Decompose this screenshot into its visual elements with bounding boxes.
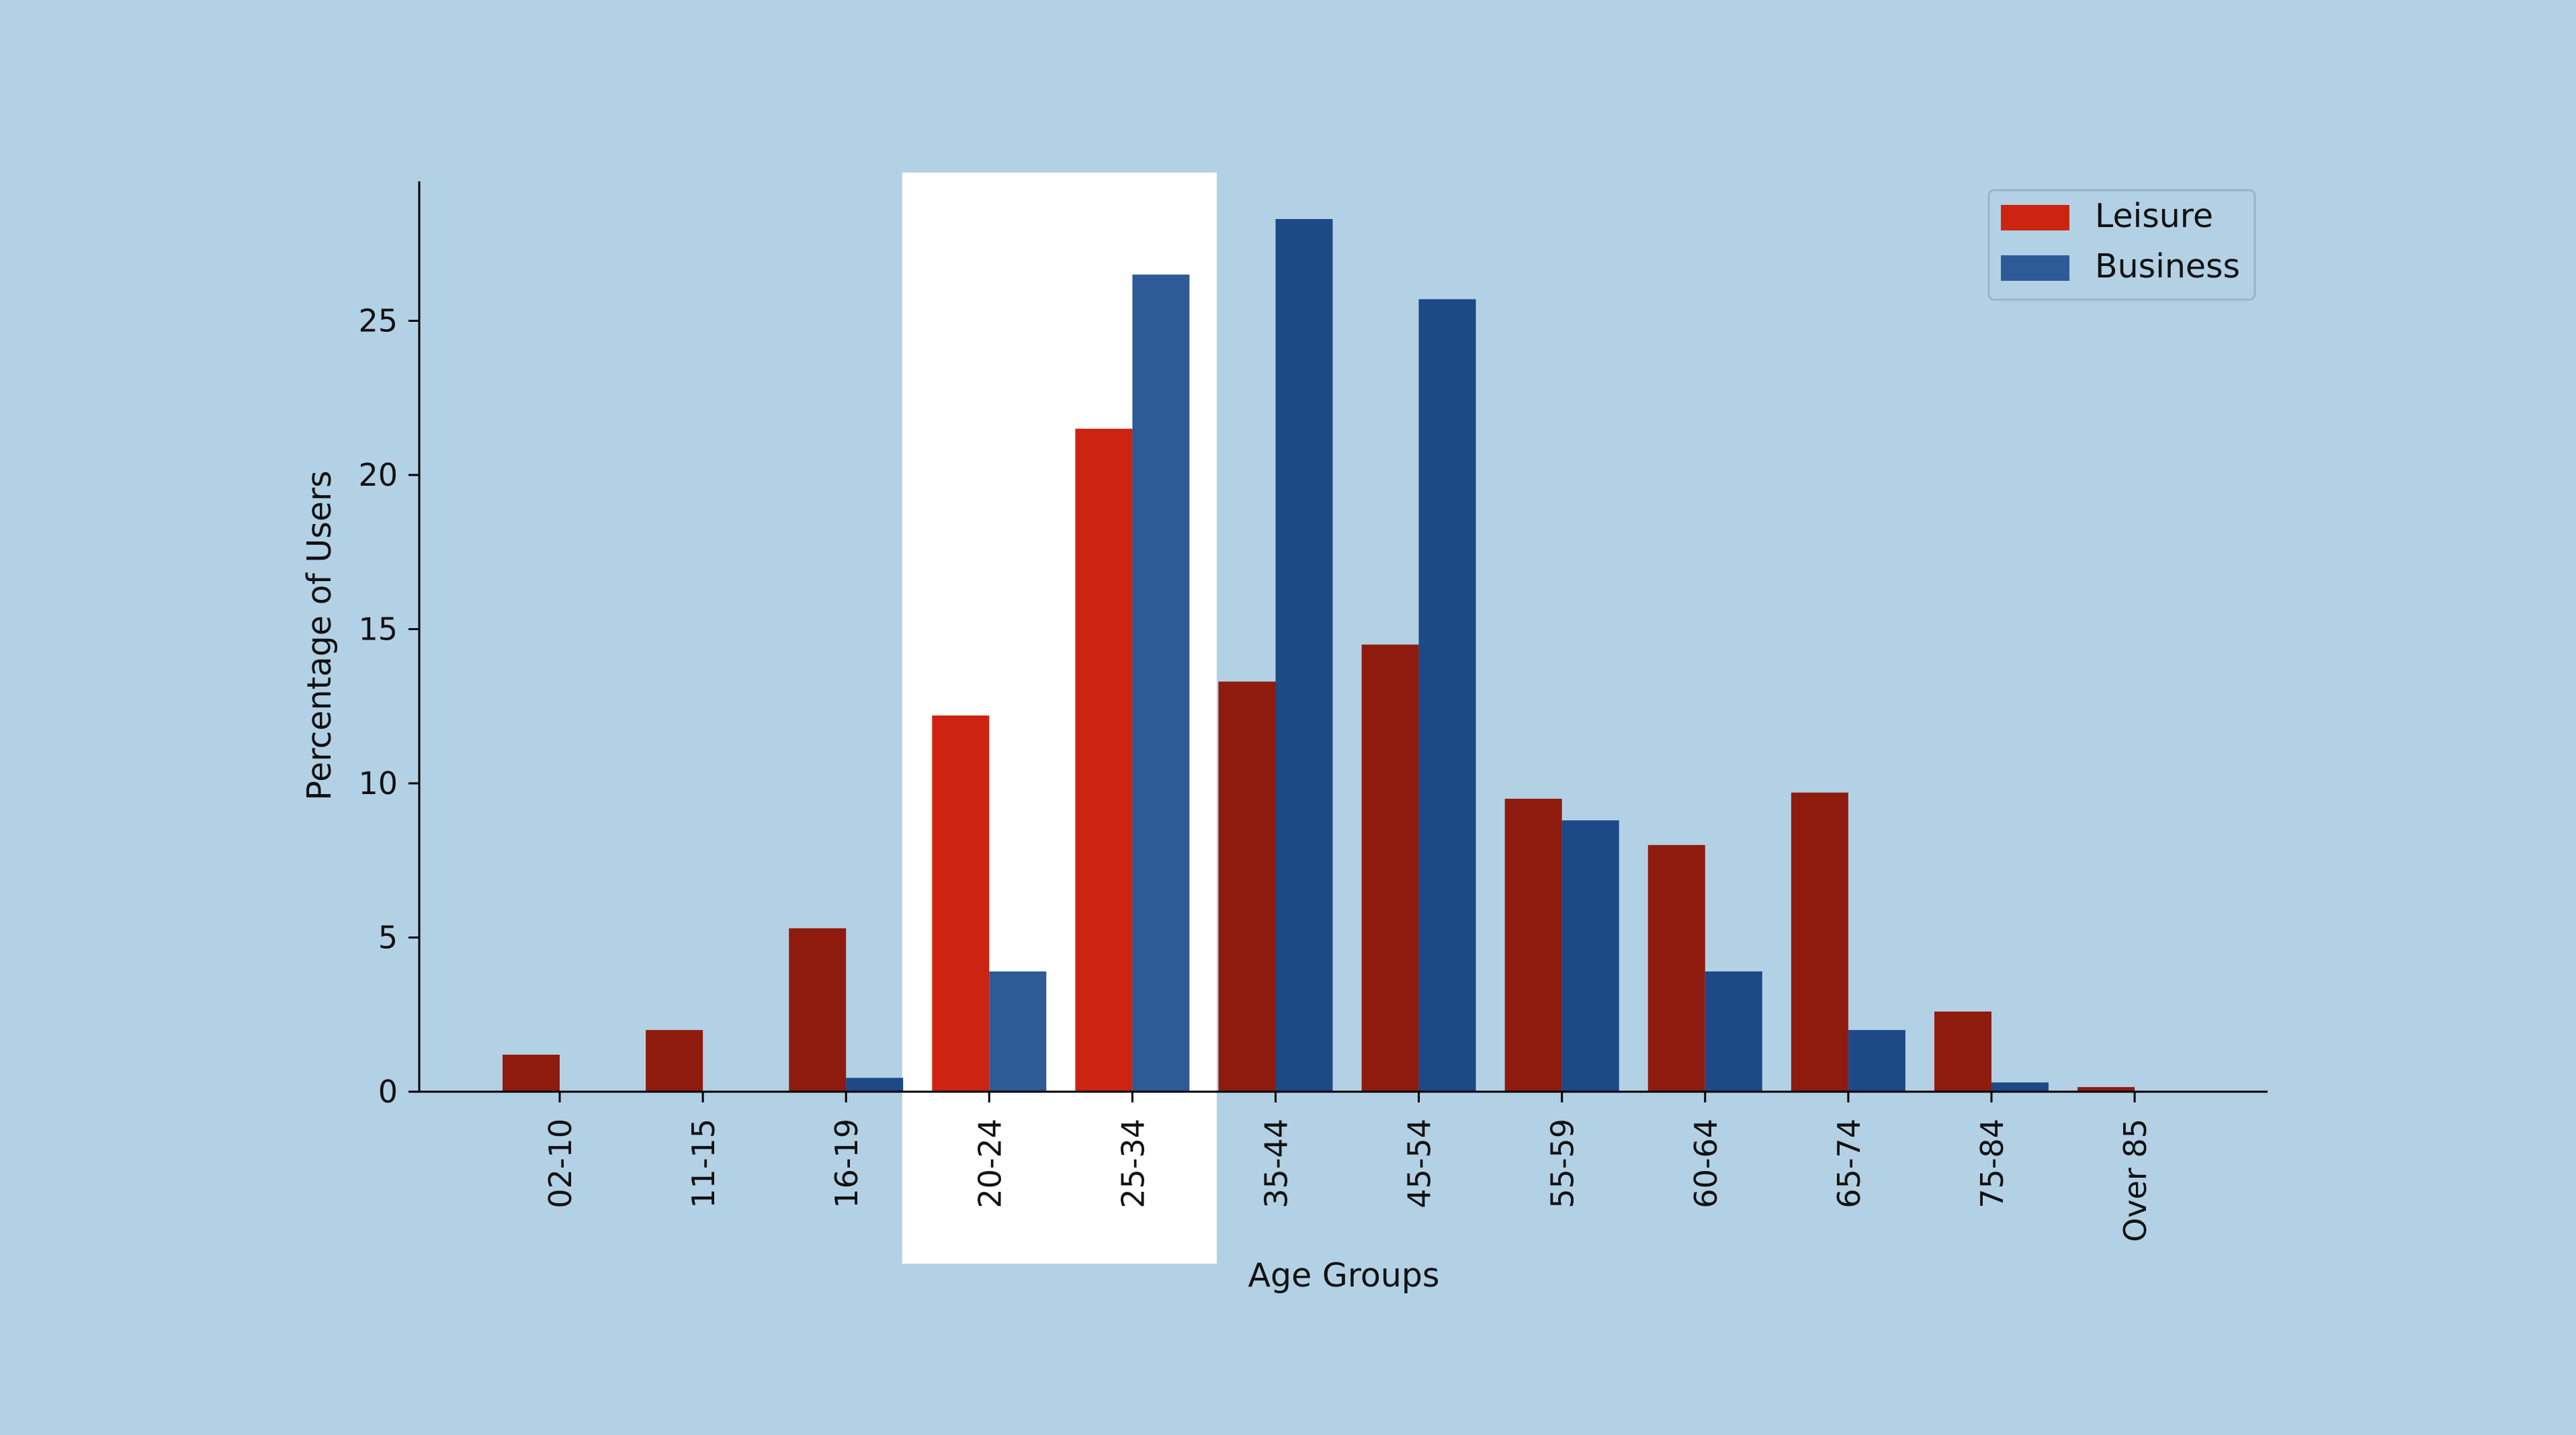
y-tick-label: 10 [358, 765, 398, 801]
bar-leisure-60-64 [1647, 844, 1705, 1092]
x-tick-label: 11-15 [685, 1119, 722, 1209]
y-tick-label: 0 [378, 1074, 398, 1110]
bar-leisure-45-54 [1361, 644, 1419, 1092]
bar-leisure-35-44 [1218, 681, 1276, 1092]
bars-layer [503, 219, 2135, 1092]
x-tick-label: 35-44 [1258, 1119, 1295, 1209]
bar-leisure-20-24 [932, 715, 990, 1092]
x-tick-label: 02-10 [542, 1119, 578, 1209]
legend-label-leisure: Leisure [2095, 197, 2213, 235]
y-tick-label: 25 [358, 303, 398, 339]
x-axis-title: Age Groups [1248, 1256, 1439, 1295]
bar-business-35-44 [1275, 219, 1333, 1092]
x-tick-label: 25-34 [1115, 1119, 1151, 1209]
bar-leisure-16-19 [789, 928, 847, 1092]
y-axis-title: Percentage of Users [300, 470, 339, 800]
bar-leisure-65-74 [1791, 792, 1848, 1092]
bar-leisure-55-59 [1504, 798, 1562, 1092]
bar-leisure-75-84 [1934, 1011, 1991, 1092]
legend-label-business: Business [2095, 247, 2240, 286]
x-tick-label: 55-59 [1545, 1119, 1581, 1209]
x-tick-label: 16-19 [828, 1119, 865, 1209]
legend-swatch-leisure [2001, 205, 2069, 230]
y-tick-label: 20 [358, 457, 398, 493]
x-tick-label: 45-54 [1402, 1119, 1438, 1209]
bar-business-45-54 [1418, 299, 1476, 1092]
axes-layer: 0 5 10 15 20 25 02-10 11-15 16-19 20-24 25-34 35-44… [358, 181, 2268, 1242]
bar-leisure-over-85 [2077, 1087, 2135, 1092]
x-tick-label: 65-74 [1831, 1119, 1867, 1209]
bar-leisure-25-34 [1075, 429, 1133, 1092]
x-tick-label: Over 85 [2117, 1119, 2153, 1242]
bar-business-25-34 [1132, 274, 1190, 1092]
x-tick-label: 75-84 [1974, 1119, 2010, 1209]
x-tick-label: 60-64 [1688, 1119, 1724, 1209]
bar-business-20-24 [989, 971, 1047, 1092]
bar-leisure-11-15 [646, 1030, 703, 1092]
bar-business-75-84 [1991, 1082, 2049, 1092]
legend-swatch-business [2001, 255, 2069, 281]
bar-business-55-59 [1561, 820, 1619, 1092]
bar-business-16-19 [846, 1078, 904, 1092]
bar-leisure-02-10 [503, 1054, 560, 1092]
y-tick-label: 5 [378, 920, 398, 956]
x-tick-label: 20-24 [972, 1119, 1008, 1209]
legend: Leisure Business [1987, 189, 2256, 301]
y-tick-label: 15 [358, 611, 398, 648]
bar-business-65-74 [1848, 1030, 1905, 1092]
bar-business-60-64 [1705, 971, 1762, 1092]
